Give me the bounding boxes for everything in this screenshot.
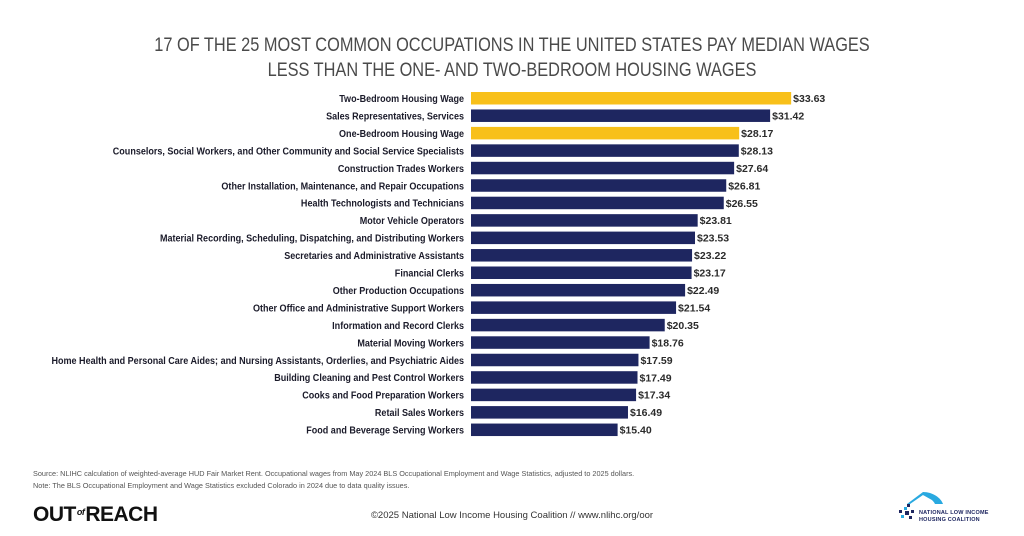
logo-text-of: of: [76, 507, 85, 517]
bar-row: One-Bedroom Housing Wage $28.17: [339, 126, 773, 140]
category-label: One-Bedroom Housing Wage: [339, 128, 464, 140]
occupation-bar: [471, 266, 692, 279]
occupation-bar: [471, 144, 739, 157]
category-label: Two-Bedroom Housing Wage: [339, 93, 464, 105]
nlihc-name: NATIONAL LOW INCOME HOUSING COALITION: [919, 510, 989, 524]
occupation-bar: [471, 196, 724, 210]
occupation-bar: [471, 406, 628, 419]
out-of-reach-logo: OUTofREACH: [33, 503, 158, 527]
bar-row: Home Health and Personal Care Aides; and…: [51, 353, 673, 367]
bar-row: Secretaries and Administrative Assistant…: [284, 249, 726, 262]
chart-title-line-1: 17 OF THE 25 MOST COMMON OCCUPATIONS IN …: [154, 35, 870, 56]
value-label: $23.81: [700, 215, 732, 227]
copyright-text: ©2025 National Low Income Housing Coalit…: [370, 510, 654, 521]
bar-row: Cooks and Food Preparation Workers $17.34: [302, 388, 670, 402]
category-label: Material Recording, Scheduling, Dispatch…: [160, 233, 465, 245]
value-label: $26.55: [726, 198, 758, 210]
value-label: $26.81: [728, 180, 760, 192]
category-label: Retail Sales Workers: [375, 408, 465, 420]
occupation-bar: [471, 388, 637, 402]
value-label: $17.49: [640, 372, 672, 384]
nlihc-name-line-1: NATIONAL LOW INCOME: [919, 510, 989, 516]
value-label: $33.63: [793, 93, 825, 105]
bar-row: Sales Representatives, Services $31.42: [326, 109, 804, 123]
bar-row: Material Moving Workers $18.76: [357, 336, 684, 350]
bar-row: Other Office and Administrative Support …: [253, 301, 710, 315]
value-label: $28.17: [741, 128, 773, 140]
occupation-bar: [471, 249, 693, 262]
occupation-bar: [471, 283, 686, 297]
nlihc-name-line-2: HOUSING COALITION: [919, 517, 980, 523]
logo-text-out: OUT: [33, 503, 76, 526]
category-label: Counselors, Social Workers, and Other Co…: [113, 146, 465, 158]
bar-row: Building Cleaning and Pest Control Worke…: [274, 371, 672, 384]
nlihc-logo-icon: [899, 492, 943, 519]
occupation-bar: [471, 179, 727, 192]
bar-row: Food and Beverage Serving Workers $15.40: [306, 423, 652, 437]
housing-wage-bar: [471, 126, 740, 140]
value-label: $15.40: [620, 425, 652, 437]
value-label: $27.64: [736, 163, 768, 175]
value-label: $21.54: [678, 302, 710, 314]
bar-chart: Two-Bedroom Housing Wage $33.63 Sales Repr…: [51, 92, 825, 437]
bar-row: Health Technologists and Technicians $26.…: [301, 196, 758, 210]
value-label: $20.35: [667, 320, 699, 332]
value-label: $17.34: [638, 390, 670, 402]
category-label: Material Moving Workers: [357, 338, 464, 350]
occupation-bar: [471, 109, 771, 122]
bar-row: Retail Sales Workers $16.49: [375, 406, 662, 419]
value-label: $23.17: [694, 268, 726, 280]
value-label: $31.42: [772, 111, 804, 123]
value-label: $16.49: [630, 407, 662, 419]
bar-row: Information and Record Clerks $20.35: [332, 318, 699, 332]
occupation-bar: [471, 214, 698, 227]
bar-row: Other Installation, Maintenance, and Rep…: [221, 179, 761, 193]
category-label: Building Cleaning and Pest Control Worke…: [274, 373, 464, 385]
occupation-bar: [471, 161, 735, 175]
category-label: Other Production Occupations: [333, 285, 465, 297]
category-label: Motor Vehicle Operators: [360, 216, 465, 228]
category-label: Food and Beverage Serving Workers: [306, 425, 464, 437]
housing-wage-bar: [471, 92, 792, 105]
occupation-bar: [471, 318, 665, 332]
occupation-bar: [471, 336, 650, 349]
occupation-bar: [471, 423, 618, 437]
category-label: Secretaries and Administrative Assistant…: [284, 251, 464, 263]
category-label: Other Installation, Maintenance, and Rep…: [221, 181, 464, 193]
occupation-bar: [471, 371, 638, 384]
value-label: $22.49: [687, 285, 719, 297]
source-notes: Source: NLIHC calculation of weighted-av…: [33, 468, 634, 492]
value-label: $28.13: [741, 145, 773, 157]
category-label: Construction Trades Workers: [338, 163, 465, 175]
bar-row: Counselors, Social Workers, and Other Co…: [113, 144, 773, 158]
chart-title-line-2: LESS THAN THE ONE- AND TWO-BEDROOM HOUSI…: [267, 60, 757, 81]
category-label: Other Office and Administrative Support …: [253, 303, 465, 315]
bar-row: Motor Vehicle Operators $23.81: [360, 214, 732, 227]
category-label: Sales Representatives, Services: [326, 111, 464, 123]
bar-row: Material Recording, Scheduling, Dispatch…: [160, 231, 729, 245]
note-text: Note: The BLS Occupational Employment an…: [33, 481, 410, 490]
category-label: Information and Record Clerks: [332, 320, 464, 332]
chart-title: 17 OF THE 25 MOST COMMON OCCUPATIONS IN …: [0, 33, 1024, 83]
category-label: Financial Clerks: [395, 268, 465, 280]
occupation-bar: [471, 353, 639, 367]
bar-row: Construction Trades Workers $27.64: [338, 161, 768, 175]
bar-row: Two-Bedroom Housing Wage $33.63: [339, 92, 825, 105]
value-label: $23.53: [697, 233, 729, 245]
value-label: $17.59: [640, 355, 672, 367]
value-label: $23.22: [694, 250, 726, 262]
category-label: Cooks and Food Preparation Workers: [302, 390, 464, 402]
source-text: Source: NLIHC calculation of weighted-av…: [33, 469, 635, 478]
occupation-bar: [471, 231, 696, 245]
bar-row: Other Production Occupations $22.49: [333, 283, 719, 297]
bar-row: Financial Clerks $23.17: [395, 266, 726, 280]
logo-text-reach: REACH: [85, 503, 158, 526]
category-label: Home Health and Personal Care Aides; and…: [51, 355, 464, 367]
occupation-bar: [471, 301, 677, 314]
category-label: Health Technologists and Technicians: [301, 198, 465, 210]
value-label: $18.76: [652, 337, 684, 349]
